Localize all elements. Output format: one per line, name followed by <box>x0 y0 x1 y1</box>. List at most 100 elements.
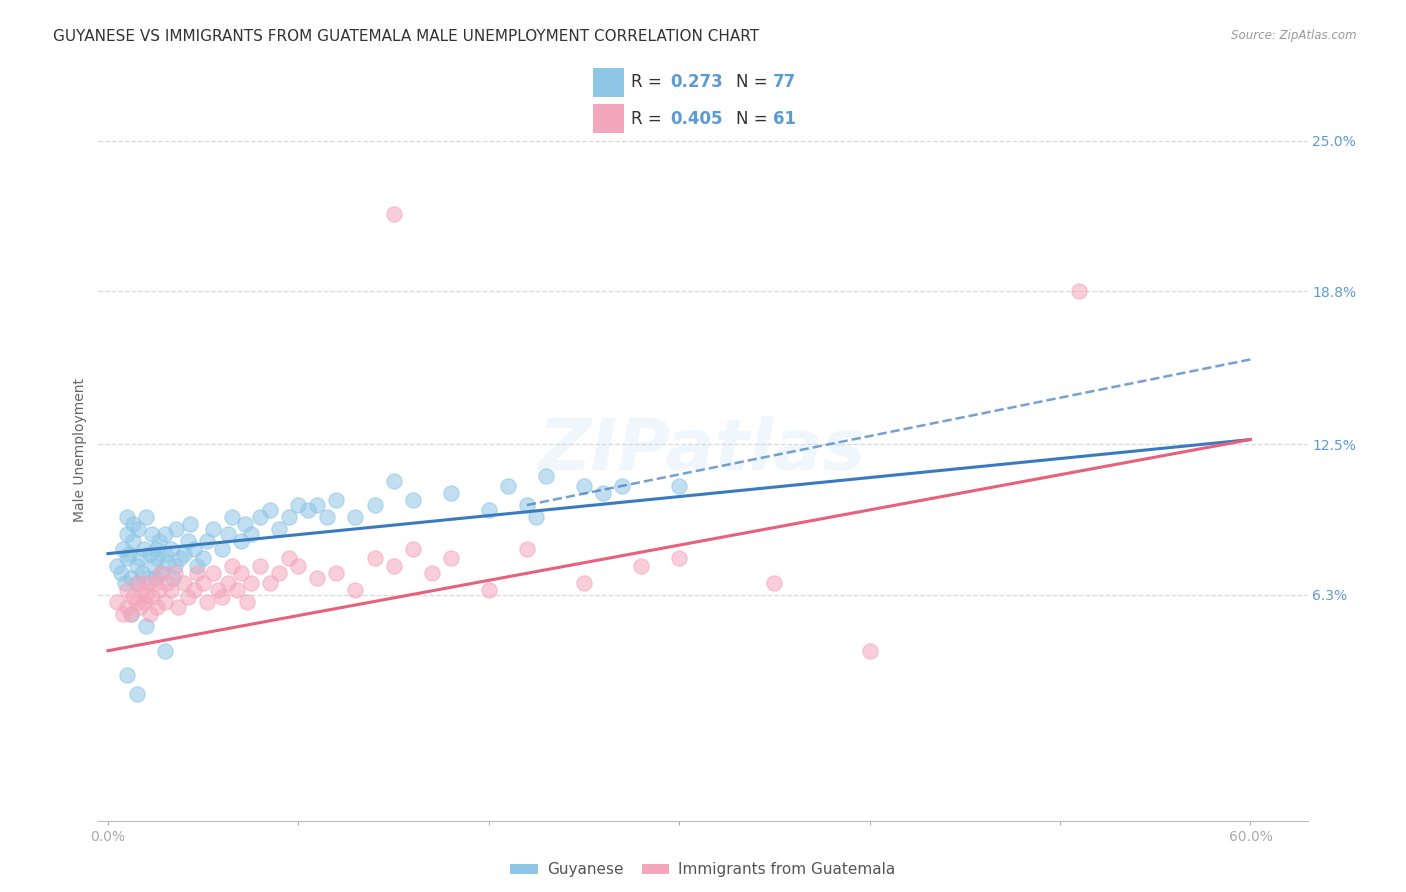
Point <box>177 534 200 549</box>
Point <box>1067 285 1090 299</box>
Point <box>146 600 169 615</box>
Point <box>115 668 138 682</box>
Text: 77: 77 <box>773 73 796 91</box>
Text: N =: N = <box>737 110 773 128</box>
Point <box>115 551 138 566</box>
Point <box>363 551 385 566</box>
Point <box>145 575 167 590</box>
Point <box>156 557 179 571</box>
Point <box>610 478 633 492</box>
Point <box>115 582 138 597</box>
Text: R =: R = <box>631 110 666 128</box>
Point <box>382 474 405 488</box>
Point <box>630 558 652 573</box>
Point <box>211 591 233 605</box>
Text: N =: N = <box>737 73 773 91</box>
Point <box>139 607 162 622</box>
Point <box>127 522 149 536</box>
Point <box>420 566 443 580</box>
Point <box>153 527 176 541</box>
Point <box>524 510 547 524</box>
Point <box>120 571 142 585</box>
Point <box>572 575 595 590</box>
Point <box>135 510 157 524</box>
Point <box>179 517 201 532</box>
Point <box>136 575 159 590</box>
Point <box>131 566 153 580</box>
Point <box>135 619 157 633</box>
Point <box>325 566 347 580</box>
Point <box>145 571 167 585</box>
Point <box>169 551 191 566</box>
Point <box>287 498 309 512</box>
Point <box>344 582 367 597</box>
Point <box>287 558 309 573</box>
Point <box>177 591 200 605</box>
Point <box>325 493 347 508</box>
FancyBboxPatch shape <box>593 68 624 96</box>
Point <box>516 498 538 512</box>
Point <box>191 575 214 590</box>
Point <box>139 547 162 561</box>
Point <box>134 595 156 609</box>
Point <box>121 517 143 532</box>
Point <box>297 503 319 517</box>
Point <box>153 595 176 609</box>
Point <box>162 571 184 585</box>
Text: 61: 61 <box>773 110 796 128</box>
Text: 0.273: 0.273 <box>669 73 723 91</box>
Point <box>534 469 557 483</box>
Point <box>401 493 423 508</box>
Point <box>115 510 138 524</box>
Point <box>183 582 205 597</box>
Point <box>173 547 195 561</box>
Point <box>195 534 218 549</box>
Point <box>277 510 299 524</box>
Point <box>496 478 519 492</box>
Point <box>136 571 159 585</box>
Point <box>150 566 173 580</box>
Point <box>217 575 239 590</box>
Point <box>572 478 595 492</box>
Point <box>145 541 167 556</box>
Point <box>131 582 153 597</box>
Point <box>141 527 163 541</box>
Point <box>186 558 208 573</box>
Point <box>125 595 148 609</box>
Point <box>110 566 132 580</box>
Point <box>668 478 690 492</box>
Point <box>249 558 271 573</box>
Point <box>249 510 271 524</box>
Point <box>217 527 239 541</box>
Text: ZIPatlas: ZIPatlas <box>540 416 866 485</box>
Point <box>150 566 173 580</box>
Point <box>207 582 229 597</box>
Point <box>163 558 186 573</box>
Text: GUYANESE VS IMMIGRANTS FROM GUATEMALA MALE UNEMPLOYMENT CORRELATION CHART: GUYANESE VS IMMIGRANTS FROM GUATEMALA MA… <box>53 29 759 44</box>
Point <box>478 582 501 597</box>
Point <box>166 522 188 536</box>
Point <box>259 503 281 517</box>
Point <box>120 607 142 622</box>
Point <box>233 517 256 532</box>
Point <box>440 551 463 566</box>
Point <box>148 534 170 549</box>
Point <box>156 575 179 590</box>
Point <box>211 541 233 556</box>
Point <box>592 486 614 500</box>
Point <box>382 558 405 573</box>
Text: Source: ZipAtlas.com: Source: ZipAtlas.com <box>1232 29 1357 42</box>
Point <box>153 547 176 561</box>
Point <box>134 541 156 556</box>
Point <box>763 575 786 590</box>
Point <box>129 600 152 615</box>
Point <box>269 522 291 536</box>
Point <box>163 566 186 580</box>
Point <box>135 588 157 602</box>
Point <box>239 575 262 590</box>
Point <box>191 551 214 566</box>
Point <box>125 558 148 573</box>
Point <box>146 551 169 566</box>
Point <box>159 541 181 556</box>
Point <box>153 644 176 658</box>
